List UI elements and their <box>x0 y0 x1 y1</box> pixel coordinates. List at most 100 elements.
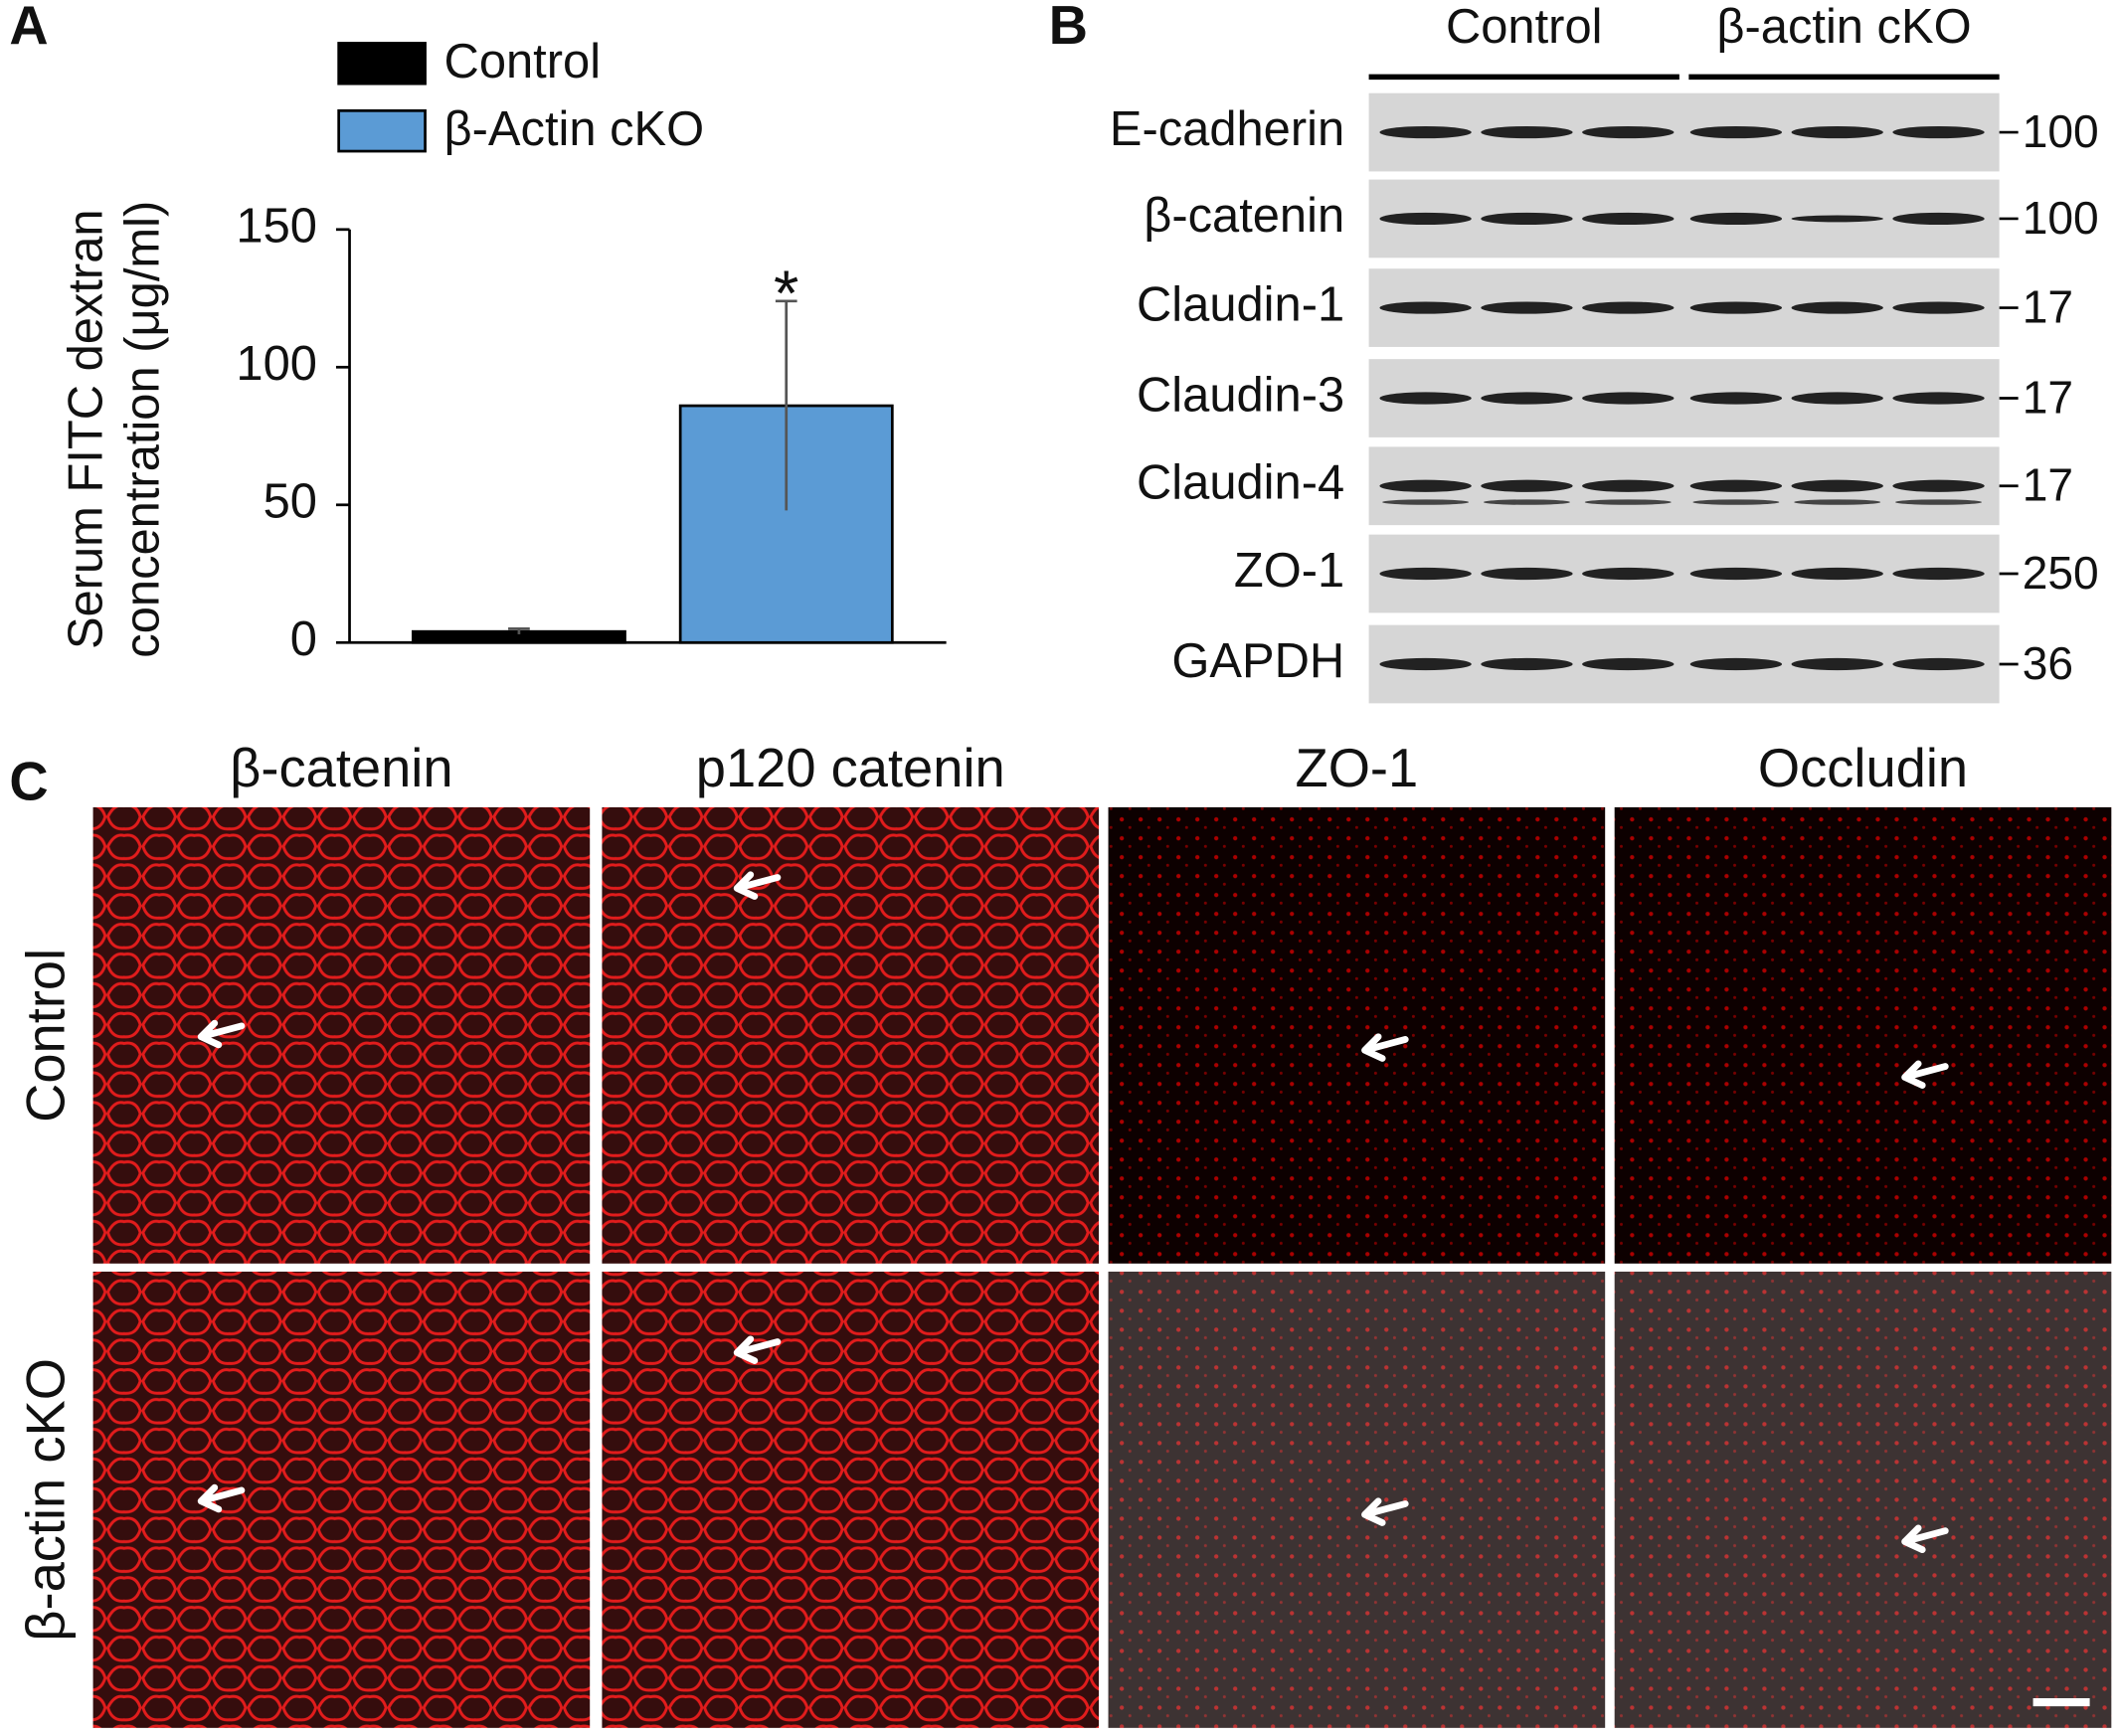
scale-bar <box>2032 1697 2090 1707</box>
band <box>1892 125 1985 139</box>
arrow <box>1901 1060 1949 1089</box>
marker-label: 100 <box>2023 192 2099 244</box>
legend-swatch <box>337 42 427 86</box>
marker-label: 17 <box>2023 280 2073 332</box>
band <box>1892 479 1985 492</box>
legend-label: Control <box>444 35 602 88</box>
y-tick-label: 100 <box>236 337 317 391</box>
band <box>1379 392 1472 405</box>
band <box>1582 479 1675 492</box>
panel-letter: B <box>1049 0 1088 56</box>
protein-label: ZO-1 <box>1234 544 1344 598</box>
column-label: β-catenin <box>230 738 452 798</box>
y-tick-label: 50 <box>264 475 317 529</box>
band <box>1689 479 1783 492</box>
band <box>1794 499 1881 505</box>
band <box>1689 301 1783 314</box>
group-label: Control <box>1446 0 1603 54</box>
band <box>1481 301 1573 314</box>
band <box>1481 567 1573 581</box>
band <box>1582 567 1675 581</box>
band <box>1892 392 1985 405</box>
protein-label: Claudin-4 <box>1137 456 1344 510</box>
y-axis-label: Serum FITC dextran <box>59 209 112 649</box>
band <box>1689 392 1783 405</box>
blot-panel: B Control β-actin cKO E-cadherin 100 β-cateni… <box>1049 0 2099 704</box>
marker-label: 100 <box>2023 105 2099 157</box>
band <box>1582 392 1675 405</box>
protein-label: Claudin-3 <box>1137 368 1344 422</box>
band <box>1791 125 1883 139</box>
column-label: ZO-1 <box>1296 738 1419 798</box>
y-tick-label: 0 <box>290 612 317 666</box>
y-axis-label: concentration (μg/ml) <box>115 201 169 658</box>
band <box>1689 125 1783 139</box>
band <box>1481 125 1573 139</box>
panel-letter: C <box>9 752 48 812</box>
band <box>1582 125 1675 139</box>
band <box>1791 657 1883 671</box>
band <box>1791 301 1883 314</box>
band <box>1584 499 1672 505</box>
band <box>1379 301 1472 314</box>
micrograph <box>92 806 591 1264</box>
band <box>1791 567 1883 581</box>
band <box>1379 479 1472 492</box>
band <box>1892 301 1985 314</box>
band <box>1582 301 1675 314</box>
micrograph <box>1614 1271 2112 1728</box>
band <box>1582 657 1675 671</box>
micrograph <box>1614 806 2112 1264</box>
legend-swatch <box>337 108 427 153</box>
arrow <box>733 871 782 900</box>
band <box>1895 499 1982 505</box>
band <box>1892 567 1985 581</box>
arrow <box>1901 1524 1949 1554</box>
panel-letter: A <box>9 0 48 56</box>
micrograph <box>1108 1271 1606 1728</box>
arrow <box>1361 1033 1409 1062</box>
legend-label: β-Actin cKO <box>444 102 705 156</box>
protein-label: Claudin-1 <box>1137 277 1344 331</box>
protein-label: β-catenin <box>1144 189 1344 243</box>
micrograph <box>602 806 1100 1264</box>
band <box>1791 392 1883 405</box>
arrow <box>733 1335 782 1364</box>
row-label: Control <box>15 949 76 1123</box>
significance-mark: * <box>774 257 798 329</box>
band <box>1689 212 1783 226</box>
column-label: p120 catenin <box>696 738 1005 798</box>
band <box>1892 657 1985 671</box>
band <box>1689 567 1783 581</box>
arrow <box>197 1483 246 1513</box>
band <box>1382 499 1470 505</box>
y-tick-label: 150 <box>236 200 317 254</box>
arrow <box>1361 1497 1409 1526</box>
band <box>1692 499 1780 505</box>
marker-label: 17 <box>2023 371 2073 423</box>
micrograph <box>92 1271 591 1728</box>
row-label: β-actin cKO <box>15 1358 76 1642</box>
band <box>1689 657 1783 671</box>
protein-label: GAPDH <box>1171 634 1344 688</box>
band <box>1791 479 1883 492</box>
micrograph <box>602 1271 1100 1728</box>
band <box>1582 212 1675 226</box>
band <box>1379 657 1472 671</box>
band <box>1481 392 1573 405</box>
marker-label: 250 <box>2023 547 2099 599</box>
band <box>1379 212 1472 226</box>
band <box>1892 212 1985 226</box>
marker-label: 17 <box>2023 459 2073 511</box>
band <box>1379 125 1472 139</box>
column-label: Occludin <box>1758 738 1968 798</box>
band <box>1481 212 1573 226</box>
arrow <box>197 1019 246 1049</box>
band <box>1483 499 1570 505</box>
group-label: β-actin cKO <box>1716 0 1971 54</box>
protein-label: E-cadherin <box>1110 102 1344 156</box>
band <box>1481 657 1573 671</box>
